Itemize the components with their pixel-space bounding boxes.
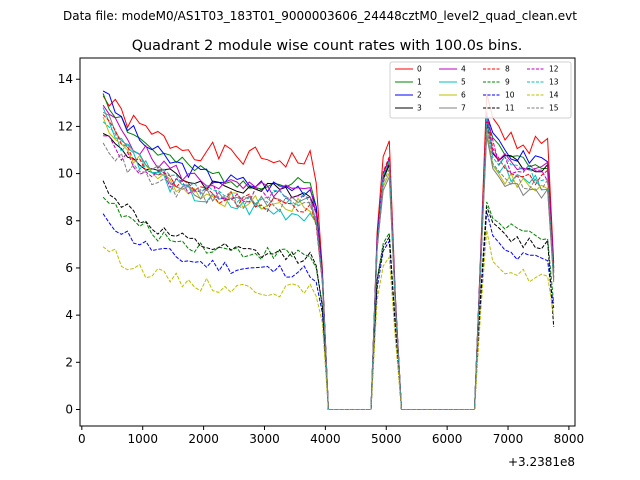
y-tick-label: 10 [58, 167, 73, 181]
y-tick-label: 6 [65, 261, 73, 275]
y-axis: 0 2 4 6 8 10 12 14 [58, 72, 80, 416]
y-tick-label: 4 [65, 308, 73, 322]
legend-label-15: 15 [549, 104, 559, 113]
y-tick-label: 12 [58, 119, 73, 133]
legend-label-1: 1 [417, 78, 422, 87]
y-tick-label: 0 [65, 402, 73, 416]
series-layer [102, 90, 555, 410]
y-tick-label: 2 [65, 355, 73, 369]
x-tick-label: 5000 [371, 432, 402, 446]
plot-area-frame [79, 57, 576, 427]
series-line-7 [102, 111, 555, 410]
x-tick-label: 4000 [310, 432, 341, 446]
x-tick-label: 6000 [432, 432, 463, 446]
chart-suptitle: Data file: modeM0/AS1T03_183T01_90000036… [63, 9, 577, 23]
x-axis: 0 1000 2000 3000 4000 5000 6000 7000 8000 [78, 426, 584, 446]
legend-label-5: 5 [461, 78, 466, 87]
legend-label-0: 0 [417, 65, 422, 74]
x-offset-text: +3.2381e8 [508, 455, 575, 469]
series-line-13 [102, 116, 555, 410]
y-tick-label: 14 [58, 72, 73, 86]
legend-label-3: 3 [417, 104, 422, 113]
series-line-15 [102, 126, 555, 410]
legend-label-9: 9 [505, 78, 510, 87]
legend-label-13: 13 [549, 78, 559, 87]
legend-label-12: 12 [549, 65, 559, 74]
legend-label-11: 11 [505, 104, 515, 113]
series-line-11 [102, 180, 555, 410]
legend-label-10: 10 [505, 91, 515, 100]
x-tick-label: 2000 [188, 432, 219, 446]
legend-label-7: 7 [461, 104, 466, 113]
legend-label-4: 4 [461, 65, 466, 74]
legend-label-8: 8 [505, 65, 510, 74]
x-tick-label: 1000 [127, 432, 158, 446]
x-tick-label: 7000 [493, 432, 524, 446]
legend-label-14: 14 [549, 91, 559, 100]
x-tick-label: 3000 [249, 432, 280, 446]
series-line-3 [102, 121, 555, 410]
legend-frame [389, 61, 572, 119]
series-line-9 [102, 196, 555, 410]
series-line-6 [102, 116, 555, 410]
y-tick-label: 8 [65, 214, 73, 228]
legend-label-2: 2 [417, 91, 422, 100]
chart-title: Quadrant 2 module wise count rates with … [132, 38, 523, 54]
legend-label-6: 6 [461, 91, 466, 100]
series-line-14 [102, 230, 555, 410]
x-tick-label: 8000 [554, 432, 585, 446]
x-tick-label: 0 [78, 432, 86, 446]
